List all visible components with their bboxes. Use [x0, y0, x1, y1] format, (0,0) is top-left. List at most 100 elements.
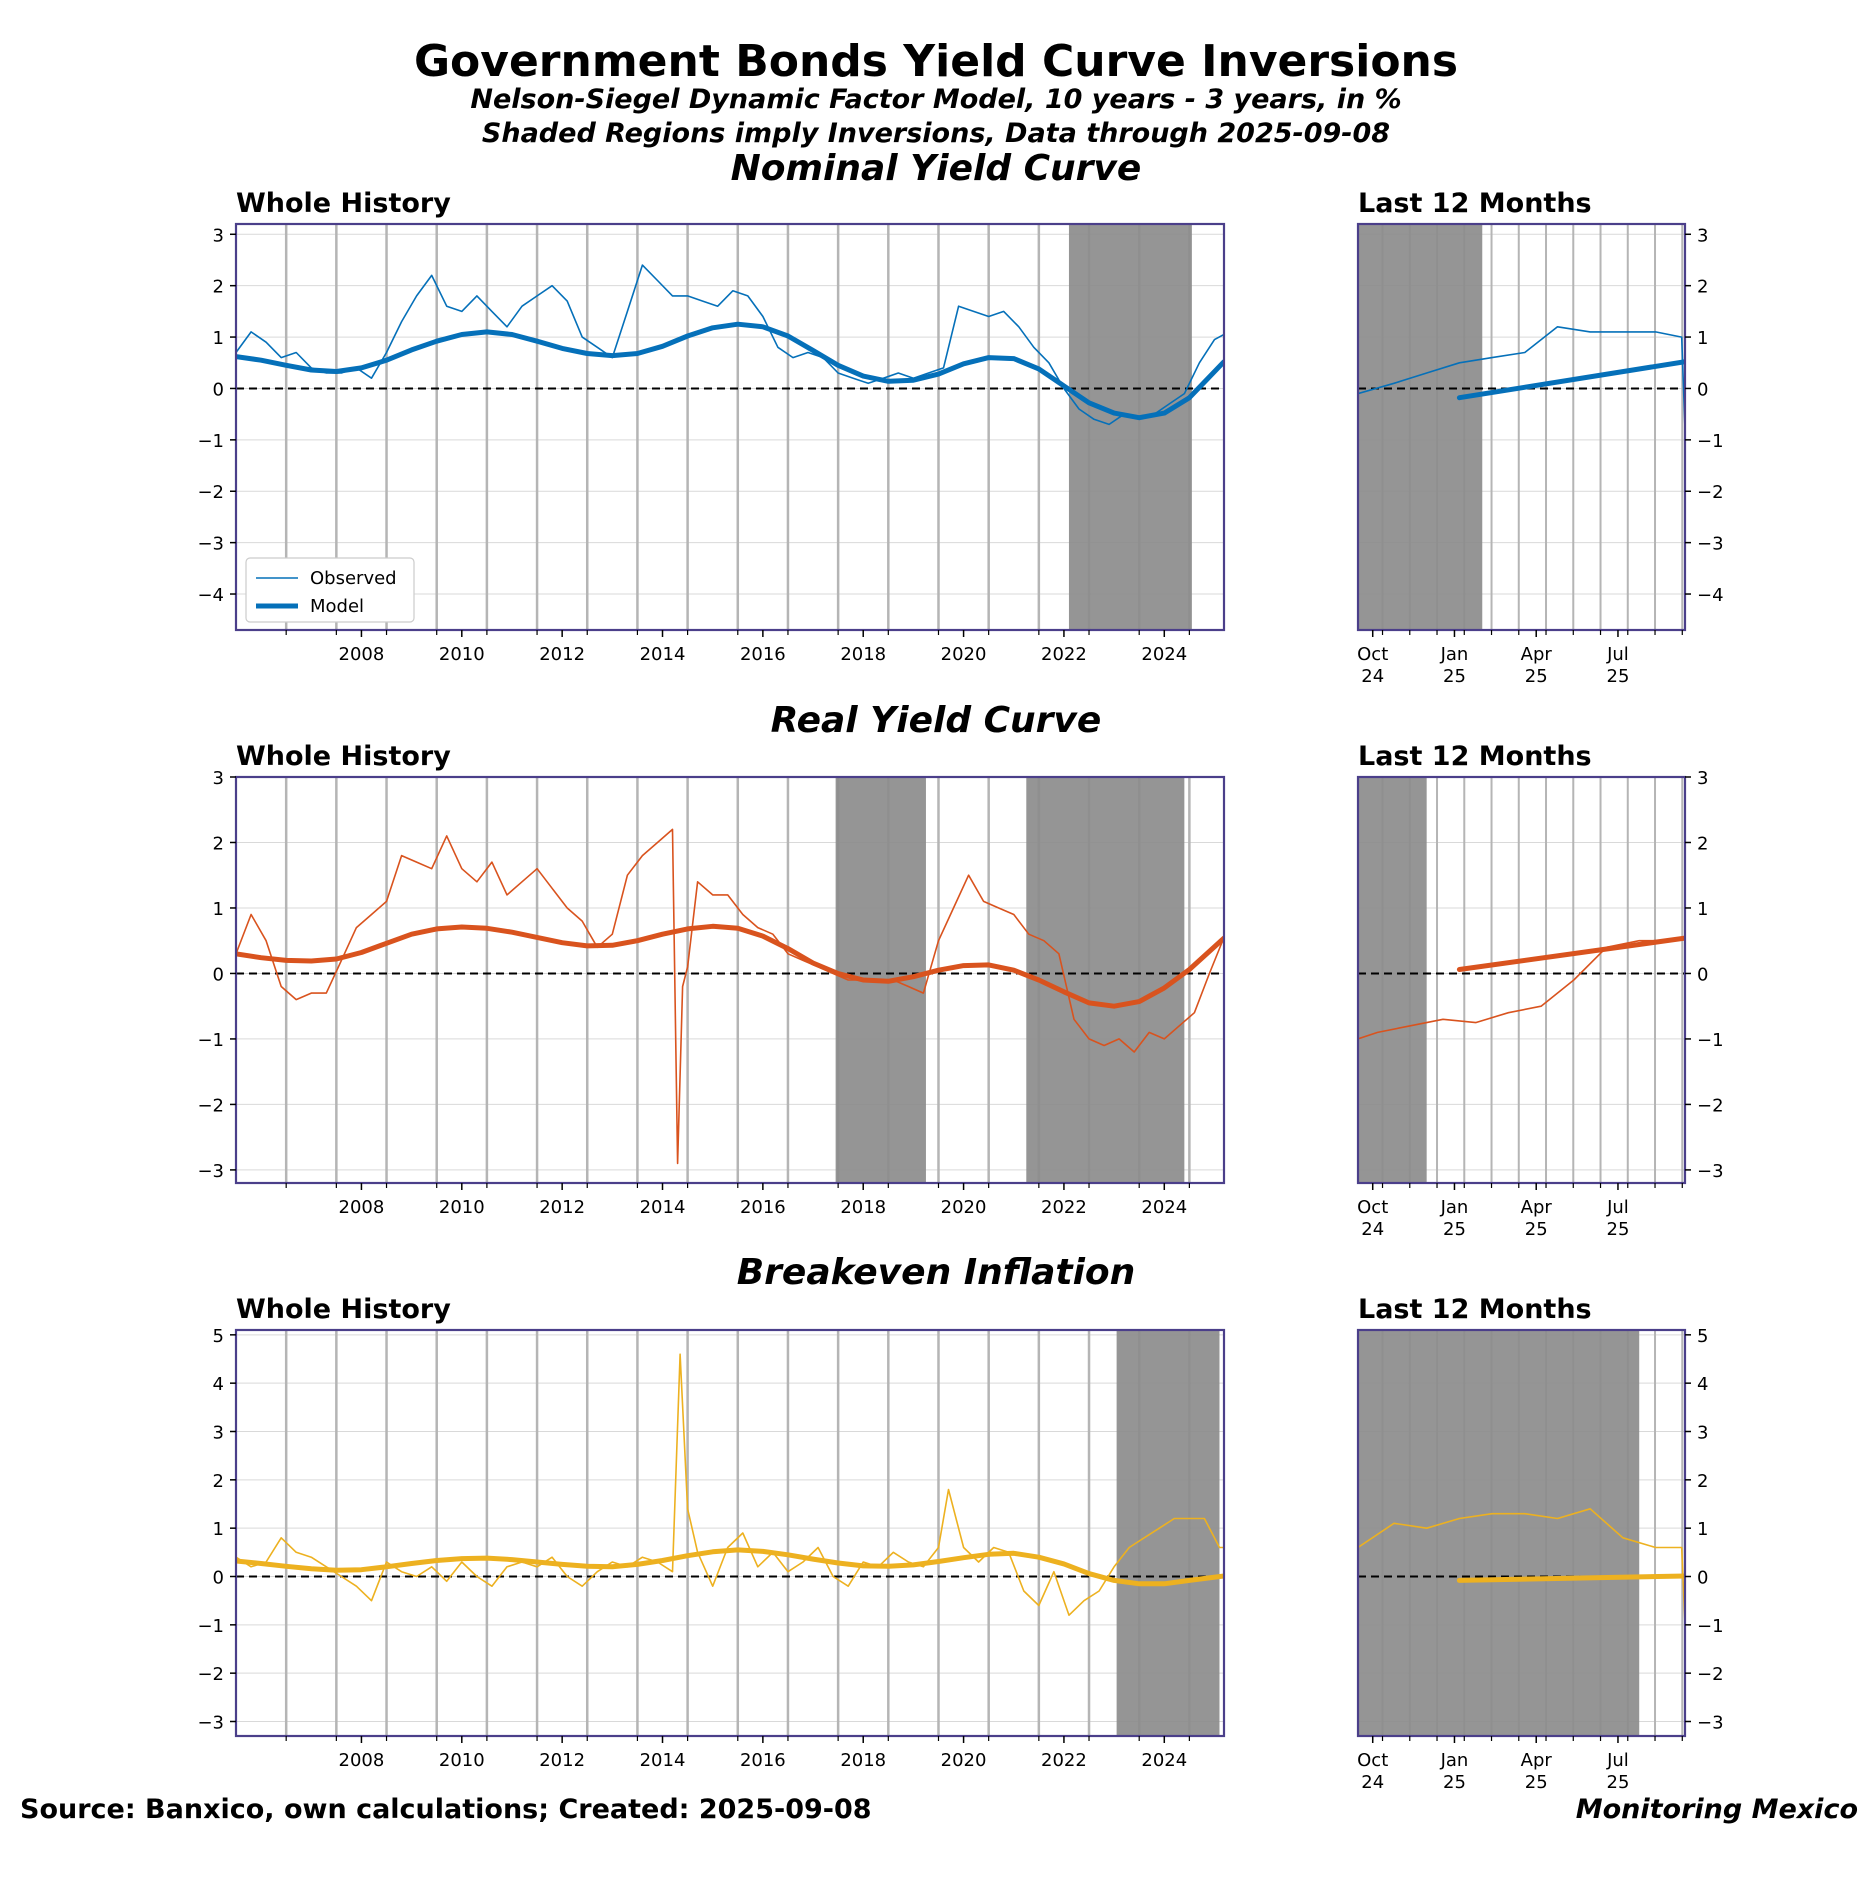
- x-tick-label: 2014: [640, 1750, 686, 1771]
- plot-area: [1358, 1330, 1685, 1736]
- observed-line: [1358, 1508, 1685, 1625]
- x-tick-label: 25: [1525, 1219, 1548, 1240]
- x-tick-label: 2020: [941, 1197, 987, 1218]
- x-tick-label: 2020: [941, 1750, 987, 1771]
- observed-line: [1358, 326, 1685, 430]
- y-tick-label: 5: [1697, 1326, 1708, 1347]
- plot-area: [1358, 224, 1685, 630]
- history-panel-nominal: 3 2 1 0 −1 −2 −3 −4 2008 2010 2012 2014 2016 2018 2020…: [197, 188, 1226, 665]
- x-tick-label: 2024: [1141, 644, 1187, 665]
- y-tick-label: 0: [213, 379, 224, 400]
- section-title-breakeven: Breakeven Inflation: [736, 1252, 1136, 1293]
- x-tick-label: 2010: [439, 1197, 485, 1218]
- y-tick-label: 2: [1697, 277, 1708, 298]
- model-line: [1456, 935, 1685, 972]
- model-line: [236, 1547, 1224, 1587]
- x-tick-label: Apr: [1521, 1750, 1553, 1771]
- y-tick-label: 3: [213, 1423, 224, 1444]
- x-tick-label: 2016: [740, 1197, 786, 1218]
- y-tick-label: −3: [197, 534, 224, 555]
- x-tick-label: 2018: [840, 1750, 886, 1771]
- x-tick-label: 2014: [640, 1197, 686, 1218]
- footer-source: Source: Banxico, own calculations; Creat…: [20, 1794, 872, 1825]
- x-tick-label: 25: [1607, 1219, 1630, 1240]
- inversion-shade: [1358, 224, 1483, 630]
- x-tick-label: 2012: [539, 1197, 585, 1218]
- y-tick-label: 0: [213, 1568, 224, 1589]
- panel-frame: [1356, 775, 1687, 1185]
- section-title-real: Real Yield Curve: [770, 700, 1102, 741]
- inversion-shade: [1116, 1330, 1220, 1736]
- x-tick-label: Oct: [1357, 1750, 1388, 1771]
- x-tick-label: 2022: [1041, 1750, 1087, 1771]
- y-tick-label: 1: [213, 328, 224, 349]
- x-tick-label: Jan: [1440, 644, 1469, 665]
- y-tick-label: 2: [213, 1471, 224, 1492]
- y-tick-label: 1: [1697, 899, 1708, 920]
- y-tick-label: −3: [1697, 534, 1724, 555]
- y-tick-label: −3: [197, 1161, 224, 1182]
- observed-line: [236, 1353, 1224, 1616]
- y-tick-label: −2: [1697, 482, 1724, 503]
- y-tick-label: 1: [1697, 1519, 1708, 1540]
- y-tick-label: −2: [1697, 1664, 1724, 1685]
- y-tick-label: 0: [213, 964, 224, 985]
- inversion-shade: [1358, 1330, 1640, 1736]
- x-tick-label: Apr: [1521, 1197, 1553, 1218]
- y-tick-label: −2: [197, 1664, 224, 1685]
- y-tick-label: 1: [1697, 328, 1708, 349]
- x-tick-label: 25: [1443, 1219, 1466, 1240]
- section-title-nominal: Nominal Yield Curve: [730, 148, 1142, 189]
- y-tick-label: 0: [1697, 964, 1708, 985]
- x-tick-label: 25: [1443, 666, 1466, 687]
- history-panel-title: Whole History: [236, 741, 451, 772]
- y-tick-label: −1: [1697, 431, 1724, 452]
- x-tick-label: 25: [1607, 1772, 1630, 1793]
- x-tick-label: 2024: [1141, 1197, 1187, 1218]
- y-tick-label: −2: [1697, 1095, 1724, 1116]
- x-tick-label: Jul: [1606, 644, 1629, 665]
- y-tick-label: 1: [213, 1519, 224, 1540]
- plot-area: [236, 224, 1224, 630]
- y-tick-label: −3: [197, 1713, 224, 1734]
- recent-panel-title: Last 12 Months: [1358, 741, 1592, 772]
- y-tick-label: −1: [1697, 1030, 1724, 1051]
- recent-panel-title: Last 12 Months: [1358, 188, 1592, 219]
- model-line: [236, 923, 1224, 1009]
- x-tick-label: 24: [1361, 1219, 1384, 1240]
- y-tick-label: 2: [1697, 833, 1708, 854]
- panel-frame: [1356, 1328, 1687, 1738]
- x-tick-label: 2018: [840, 644, 886, 665]
- y-tick-label: −3: [1697, 1713, 1724, 1734]
- y-tick-label: −4: [1697, 585, 1724, 606]
- y-tick-label: 4: [213, 1374, 224, 1395]
- x-tick-label: Apr: [1521, 644, 1553, 665]
- x-tick-label: Jan: [1440, 1750, 1469, 1771]
- x-tick-label: 2018: [840, 1197, 886, 1218]
- x-tick-label: Oct: [1357, 1197, 1388, 1218]
- subtitle-note: Shaded Regions imply Inversions, Data th…: [481, 118, 1391, 149]
- x-tick-label: 24: [1361, 1772, 1384, 1793]
- x-tick-label: 2020: [941, 644, 987, 665]
- observed-line: [236, 828, 1224, 1165]
- main-title: Government Bonds Yield Curve Inversions: [413, 36, 1459, 87]
- panel-frame: [234, 1328, 1226, 1738]
- y-tick-label: −3: [1697, 1161, 1724, 1182]
- legend-model-label: Model: [310, 596, 364, 617]
- x-tick-label: 2012: [539, 644, 585, 665]
- x-tick-label: 2008: [339, 1750, 385, 1771]
- y-tick-label: 2: [213, 833, 224, 854]
- y-tick-label: −2: [197, 1095, 224, 1116]
- model-line: [1456, 359, 1685, 401]
- y-tick-label: 2: [213, 277, 224, 298]
- x-tick-label: 2022: [1041, 644, 1087, 665]
- x-tick-label: 2012: [539, 1750, 585, 1771]
- y-tick-label: −1: [197, 1616, 224, 1637]
- x-tick-label: 2008: [339, 1197, 385, 1218]
- x-tick-label: Jan: [1440, 1197, 1469, 1218]
- y-tick-label: 5: [213, 1326, 224, 1347]
- y-tick-label: 4: [1697, 1374, 1708, 1395]
- panel-frame: [234, 775, 1226, 1185]
